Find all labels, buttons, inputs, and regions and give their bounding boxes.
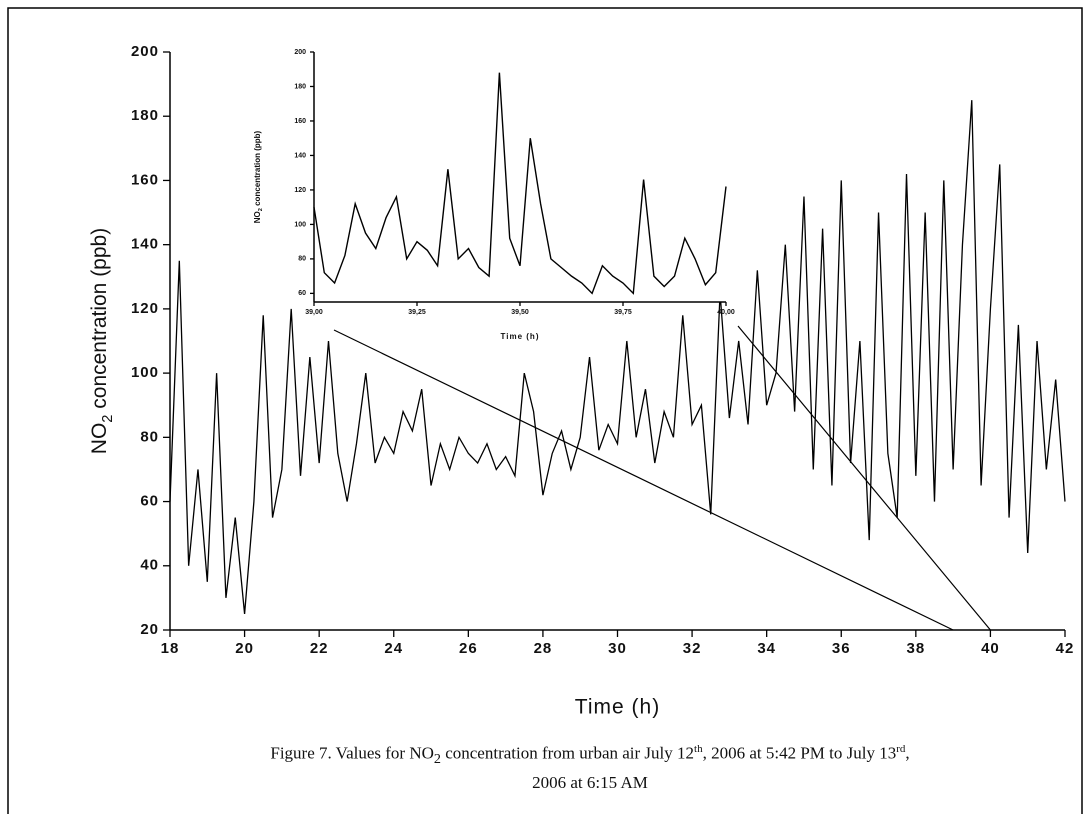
- y-label-part: NO: [253, 211, 262, 223]
- caption-sup: th: [694, 743, 703, 755]
- zoom-line: [333, 329, 954, 631]
- y-tick-label: 160: [131, 171, 159, 188]
- figure-frame: [7, 7, 1083, 814]
- x-tick-label: 34: [757, 640, 776, 657]
- x-tick-label: 40: [981, 640, 1000, 657]
- x-tick-label: 28: [534, 640, 553, 657]
- y-tick-label: 120: [294, 187, 306, 194]
- x-tick-label: 36: [832, 640, 851, 657]
- x-tick-label: 22: [310, 640, 329, 657]
- y-tick-label: 100: [131, 364, 159, 381]
- x-tick-label: 39,25: [408, 309, 426, 316]
- y-label-part: concentration (ppb): [88, 228, 111, 415]
- x-tick-label: 30: [608, 640, 627, 657]
- x-axis-label: Time (h): [575, 696, 660, 719]
- x-axis-label: Time (h): [501, 332, 540, 341]
- y-tick-label: 140: [294, 152, 306, 159]
- y-label-part: 2: [258, 208, 264, 211]
- x-tick-label: 20: [235, 640, 254, 657]
- caption-line: 2006 at 6:15 AM: [532, 773, 648, 793]
- x-tick-label: 24: [384, 640, 403, 657]
- y-label-part: concentration (ppb): [253, 130, 262, 208]
- x-tick-label: 39,00: [305, 309, 323, 316]
- y-axis-label: NO2 concentration (ppb): [88, 228, 116, 454]
- y-tick-label: 60: [140, 493, 159, 510]
- caption-sub: 2: [433, 751, 441, 768]
- y-tick-label: 100: [294, 221, 306, 228]
- zoom-line: [737, 325, 991, 631]
- y-tick-label: 60: [298, 290, 306, 297]
- caption-text: Figure 7. Values for NO: [270, 743, 434, 763]
- y-label-part: NO: [88, 423, 111, 455]
- caption-text: , 2006 at 5:42 PM to July 13: [702, 743, 897, 763]
- y-tick-label: 200: [131, 43, 159, 60]
- x-tick-label: 39,50: [511, 309, 529, 316]
- caption-sup: rd: [896, 743, 906, 755]
- y-tick-label: 140: [131, 236, 159, 253]
- y-tick-label: 40: [140, 557, 159, 574]
- y-tick-label: 120: [131, 300, 159, 317]
- x-tick-label: 40,00: [717, 309, 735, 316]
- y-tick-label: 180: [131, 107, 159, 124]
- x-tick-label: 26: [459, 640, 478, 657]
- caption-text: ,: [905, 743, 910, 763]
- x-tick-label: 39,75: [614, 309, 632, 316]
- y-tick-label: 160: [294, 118, 306, 125]
- caption-text: concentration from urban air July 12: [440, 743, 695, 763]
- y-tick-label: 80: [298, 256, 306, 263]
- x-tick-label: 18: [161, 640, 180, 657]
- x-tick-label: 32: [683, 640, 702, 657]
- x-tick-label: 42: [1056, 640, 1075, 657]
- x-tick-label: 38: [906, 640, 925, 657]
- y-tick-label: 180: [294, 83, 306, 90]
- caption-line: Figure 7. Values for NO2 concentration f…: [120, 738, 1060, 771]
- data-line: [169, 100, 1066, 615]
- caption: Figure 7. Values for NO2 concentration f…: [120, 738, 1060, 794]
- y-tick-label: 20: [140, 621, 159, 638]
- y-tick-label: 200: [294, 49, 306, 56]
- y-label-part: 2: [100, 415, 116, 423]
- y-tick-label: 80: [140, 428, 159, 445]
- data-line: [313, 72, 727, 295]
- y-axis-label: NO2 concentration (ppb): [253, 130, 264, 223]
